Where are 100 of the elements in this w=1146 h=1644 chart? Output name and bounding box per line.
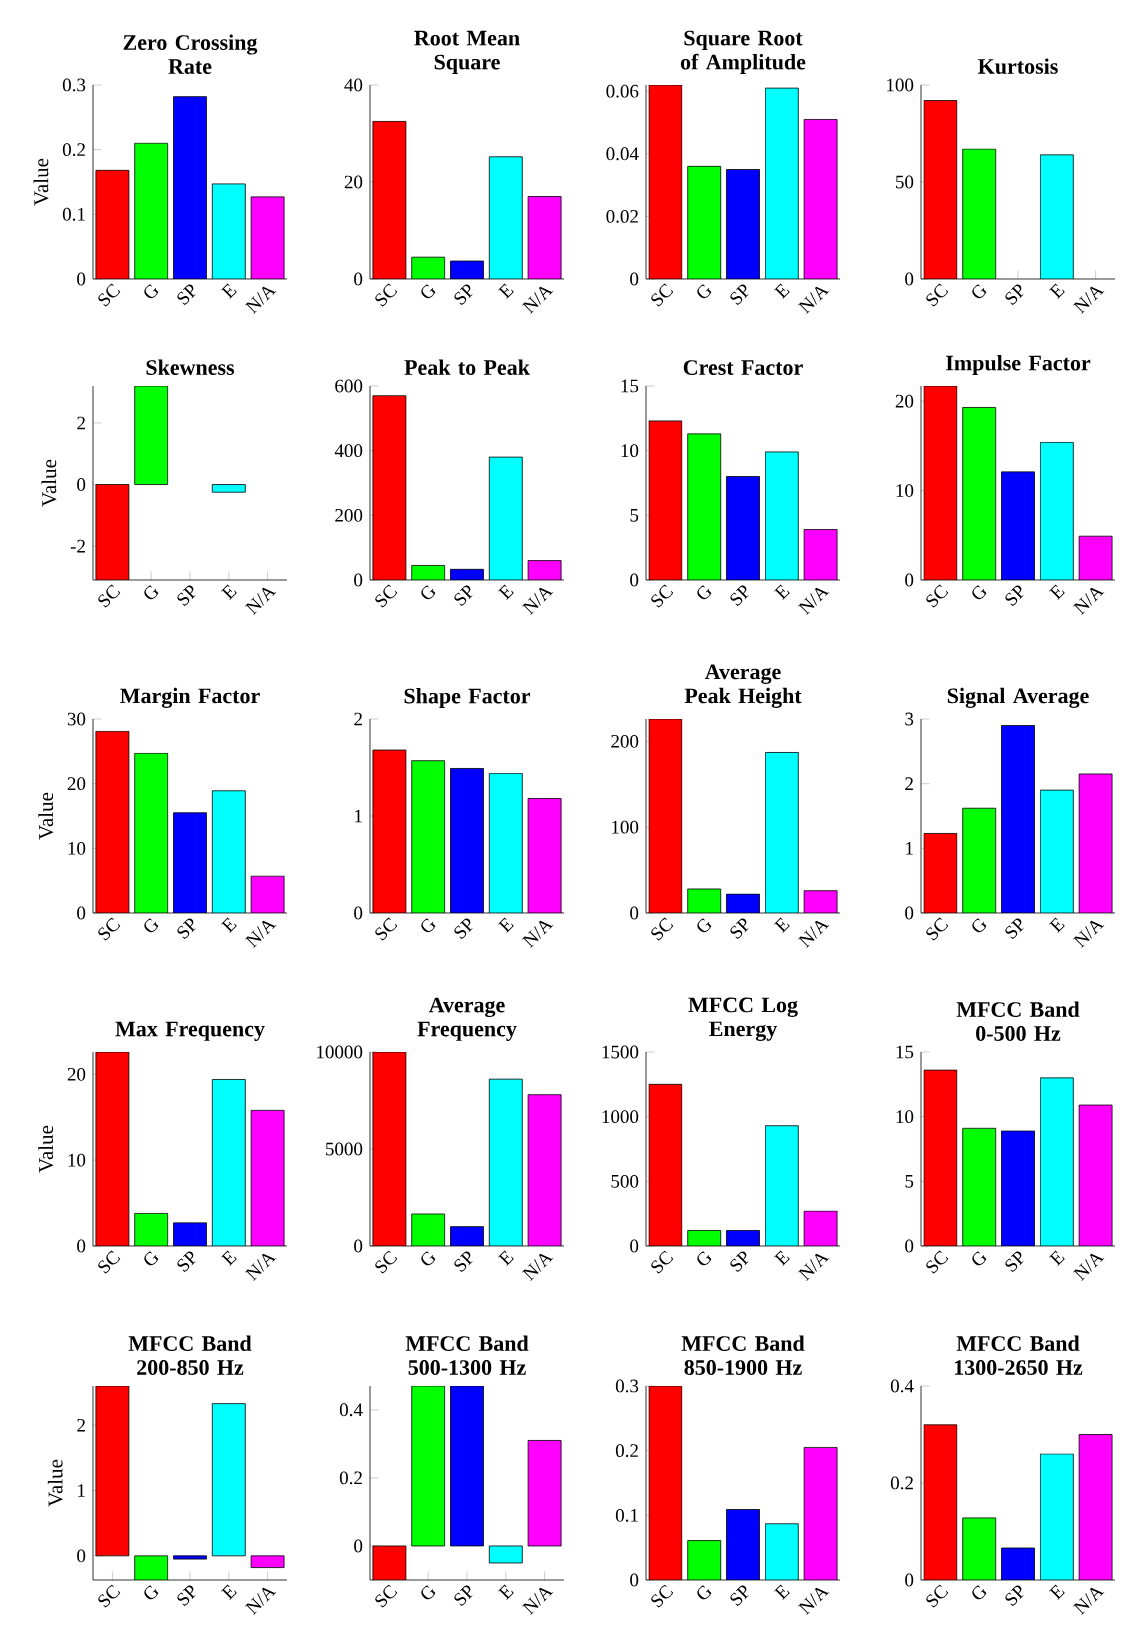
y-tick-label: 0 (354, 573, 363, 587)
y-tick-label: 400 (334, 444, 363, 458)
y-tick-label: 0.1 (615, 1508, 638, 1522)
chart-title: Zero Crossing Rate (123, 34, 258, 74)
chart-title: Kurtosis (978, 58, 1058, 74)
y-tick-label: 0 (630, 906, 639, 920)
chart-title: Root Mean Square (414, 30, 520, 74)
x-tick-label: SC (651, 283, 674, 307)
y-tick-label: 0 (77, 1549, 86, 1563)
x-tick-label: SC (651, 1584, 674, 1608)
chart-title: Margin Factor (120, 687, 260, 708)
y-tick-label: 5000 (326, 1142, 363, 1156)
x-tick-label: E (773, 917, 790, 934)
y-tick-label: 0 (77, 1239, 86, 1253)
y-tick-label: 600 (335, 379, 363, 393)
x-tick-label: N/A (797, 587, 830, 616)
y-tick-label: 20 (344, 175, 363, 189)
y-tick-label: 0.2 (339, 1471, 362, 1485)
x-tick-label: E (497, 917, 514, 934)
chart-title: MFCC Band 850-1900 Hz (681, 1335, 805, 1375)
y-tick-label: 2 (77, 416, 85, 430)
x-tick-label: SC (651, 1250, 674, 1274)
chart-title: MFCC Band 500-1300 Hz (405, 1335, 529, 1375)
x-tick-label: G (972, 284, 987, 299)
x-tick-label: SC (926, 917, 949, 941)
x-tick-label: SP (177, 284, 196, 305)
y-tick-label: 0 (354, 1239, 363, 1253)
y-tick-label: 0 (905, 573, 914, 587)
x-tick-label: E (1048, 283, 1065, 300)
x-tick-label: SC (375, 1250, 398, 1274)
y-tick-label: 0 (354, 906, 363, 920)
x-tick-label: SC (98, 1250, 121, 1274)
chart-title: Square Root of Amplitude (680, 30, 806, 74)
x-tick-label: SP (454, 1585, 473, 1606)
x-tick-label: SC (651, 917, 674, 941)
y-tick-label: 0.02 (606, 209, 638, 223)
x-tick-label: N/A (1072, 920, 1105, 949)
chart-title: Shape Factor (404, 688, 531, 708)
y-tick-label: 10000 (317, 1045, 363, 1059)
y-tick-label: 40 (344, 78, 363, 92)
y-tick-label: 0 (630, 573, 639, 587)
x-tick-label: SP (177, 918, 196, 939)
x-tick-label: SC (98, 917, 121, 941)
x-tick-label: G (972, 1585, 987, 1600)
y-tick-label: 0.06 (606, 84, 639, 98)
x-tick-label: SP (454, 1251, 473, 1272)
chart-title: MFCC Band 200-850 Hz (128, 1335, 252, 1375)
chart-title: Max Frequency (115, 1021, 265, 1041)
y-tick-label: 0 (905, 1239, 914, 1253)
x-tick-label: E (220, 1584, 237, 1601)
y-tick-label: 0 (630, 1573, 639, 1587)
x-tick-label: SC (98, 283, 121, 307)
y-tick-label: 0.2 (890, 1476, 913, 1490)
chart-title: Signal Average (947, 687, 1089, 708)
x-tick-label: N/A (797, 1253, 830, 1282)
chart-title: MFCC Log Energy (688, 997, 798, 1041)
y-tick-label: 0 (77, 272, 86, 286)
y-tick-label: 0.1 (62, 207, 85, 221)
x-tick-label: G (697, 585, 712, 600)
chart-title: Average Frequency (417, 997, 517, 1041)
x-tick-label: SC (375, 1584, 398, 1608)
y-tick-label: 1500 (602, 1045, 639, 1059)
x-tick-label: N/A (1072, 1253, 1105, 1282)
y-tick-label: 0 (354, 272, 363, 286)
x-tick-label: E (773, 283, 790, 300)
chart-title: MFCC Band 1300-2650 Hz (955, 1335, 1083, 1375)
x-tick-label: N/A (521, 286, 554, 315)
x-tick-label: G (697, 1585, 712, 1600)
y-tick-label: 0.3 (615, 1379, 639, 1393)
x-tick-label: SC (926, 283, 949, 307)
x-tick-label: G (697, 284, 712, 299)
x-tick-label: G (421, 585, 436, 600)
y-tick-label: 100 (612, 820, 639, 834)
y-tick-label: 1 (78, 1484, 85, 1497)
y-tick-label: 0.2 (615, 1444, 638, 1458)
x-tick-label: N/A (521, 1587, 554, 1616)
x-tick-label: N/A (1072, 1587, 1105, 1616)
y-tick-label: 10 (621, 444, 639, 458)
y-tick-label: 20 (67, 1067, 86, 1081)
bar (250, 1555, 285, 1568)
x-tick-label: G (972, 585, 987, 600)
x-tick-label: SP (730, 918, 749, 939)
x-tick-label: N/A (521, 920, 554, 949)
chart-title: Skewness (146, 359, 235, 375)
y-tick-label: 200 (335, 508, 363, 522)
y-tick-label: 0 (905, 906, 914, 920)
y-tick-label: 5 (630, 508, 639, 522)
x-tick-label: G (144, 918, 159, 933)
x-tick-label: SP (177, 1251, 196, 1272)
y-tick-label: 0 (77, 906, 86, 920)
y-axis-title: Value (38, 792, 54, 840)
y-axis-title: Value (41, 459, 57, 507)
x-tick-label: E (497, 1584, 514, 1601)
x-tick-label: SP (730, 284, 749, 305)
y-tick-label: 200 (611, 734, 639, 748)
y-tick-label: 0 (77, 478, 86, 491)
x-tick-label: SC (926, 584, 949, 608)
x-tick-label: N/A (244, 1253, 277, 1282)
y-axis-title: Value (47, 1459, 63, 1507)
x-tick-label: E (220, 917, 237, 934)
